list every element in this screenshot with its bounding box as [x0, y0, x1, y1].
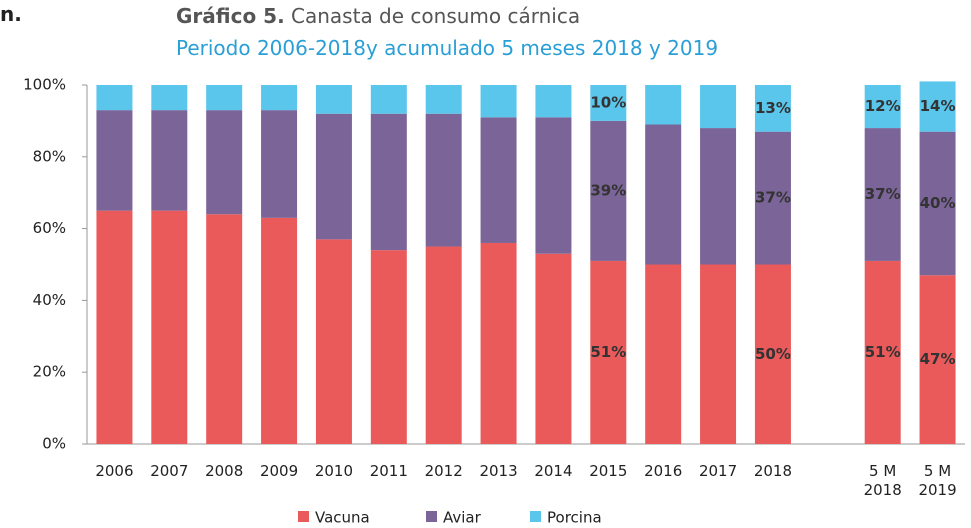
x-tick-label: 2006 — [95, 462, 134, 480]
bar-segment — [96, 210, 133, 444]
bar-segment — [151, 110, 188, 211]
x-tick-label: 2011 — [369, 462, 408, 480]
legend-swatch — [426, 511, 437, 522]
bar-segment — [315, 85, 352, 114]
legend-label: Vacuna — [315, 509, 370, 527]
bar-segment — [700, 128, 737, 265]
data-label: 10% — [590, 93, 626, 111]
bar-segment — [480, 85, 517, 118]
x-tick-label: 2012 — [424, 462, 463, 480]
bar-segment — [754, 264, 791, 444]
bar-segment — [590, 85, 627, 121]
bar-segment — [425, 246, 462, 444]
bar-segment — [370, 113, 407, 251]
data-label: 13% — [755, 99, 791, 117]
x-tick-label: 2013 — [479, 462, 518, 480]
bar-segment — [206, 85, 243, 111]
bar-segment — [700, 264, 737, 444]
bar-segment — [645, 264, 682, 444]
x-tick-label: 5 M 2018 — [863, 462, 902, 499]
bar-segment — [535, 117, 572, 254]
bar-segment — [96, 85, 133, 111]
y-tick-label: 0% — [42, 435, 66, 453]
x-tick-label: 2017 — [698, 462, 738, 480]
data-label: 37% — [865, 185, 901, 203]
bar-segment — [315, 239, 352, 444]
legend-swatch — [298, 511, 309, 522]
bar-segment — [754, 131, 791, 265]
bar-segment — [645, 85, 682, 125]
bar-segment — [425, 113, 462, 247]
bar-segment — [700, 85, 737, 129]
bar-segment — [315, 113, 352, 240]
y-tick-label: 100% — [23, 76, 66, 94]
chart-subtitle: Periodo 2006-2018y acumulado 5 meses 201… — [176, 36, 719, 60]
legend-label: Porcina — [547, 509, 602, 527]
x-tick-label: 2010 — [314, 462, 354, 480]
bar-segment — [590, 120, 627, 261]
y-tick-label: 60% — [33, 219, 66, 237]
x-tick-label: 2016 — [644, 462, 683, 480]
data-label: 51% — [865, 343, 901, 361]
bar-segment — [206, 110, 243, 215]
bar-segment — [261, 217, 298, 444]
data-label: 40% — [920, 194, 956, 212]
bar-segment — [425, 85, 462, 114]
bar-segment — [590, 260, 627, 444]
y-tick-label: 20% — [33, 363, 66, 381]
title: Canasta de consumo cárnica — [291, 4, 581, 28]
bar-segment — [864, 128, 901, 261]
bar-segment — [151, 85, 188, 111]
bar-segment — [919, 81, 956, 132]
data-label: 39% — [590, 181, 626, 199]
x-tick-label: 2015 — [589, 462, 628, 480]
bar-segment — [370, 250, 407, 444]
bar-segment — [645, 124, 682, 265]
y-tick-label: 40% — [33, 291, 66, 309]
bar-segment — [864, 260, 901, 444]
bar-segment — [535, 85, 572, 118]
chart-title: Gráfico 5. Canasta de consumo cárnica — [176, 4, 580, 28]
bar-segment — [754, 85, 791, 132]
x-tick-label: 2014 — [534, 462, 573, 480]
bar-segment — [261, 85, 298, 111]
x-tick-label: 2007 — [150, 462, 189, 480]
x-tick-label: 2009 — [259, 462, 299, 480]
bar-segment — [480, 242, 517, 444]
bar-segment — [919, 131, 956, 276]
fragment: n. — [0, 2, 22, 26]
bar-segment — [151, 210, 188, 444]
x-tick-label: 5 M 2019 — [918, 462, 957, 499]
legend-label: Aviar — [443, 509, 482, 527]
data-label: 47% — [920, 350, 956, 368]
x-tick-label: 2008 — [205, 462, 244, 480]
bar-segment — [370, 85, 407, 114]
data-label: 14% — [920, 97, 956, 115]
bar-segment — [206, 214, 243, 444]
data-label: 37% — [755, 189, 791, 207]
y-tick-label: 80% — [33, 147, 66, 165]
title-prefix: Gráfico 5. — [176, 4, 285, 28]
bar-segment — [864, 85, 901, 129]
legend-swatch — [530, 511, 541, 522]
data-label: 51% — [590, 343, 626, 361]
bar-segment — [480, 117, 517, 243]
x-tick-label: 2018 — [753, 462, 793, 480]
bar-segment — [535, 253, 572, 444]
data-label: 12% — [865, 97, 901, 115]
bar-segment — [261, 110, 298, 218]
bar-segment — [919, 275, 956, 444]
bar-segment — [96, 110, 133, 211]
data-label: 50% — [755, 345, 791, 363]
